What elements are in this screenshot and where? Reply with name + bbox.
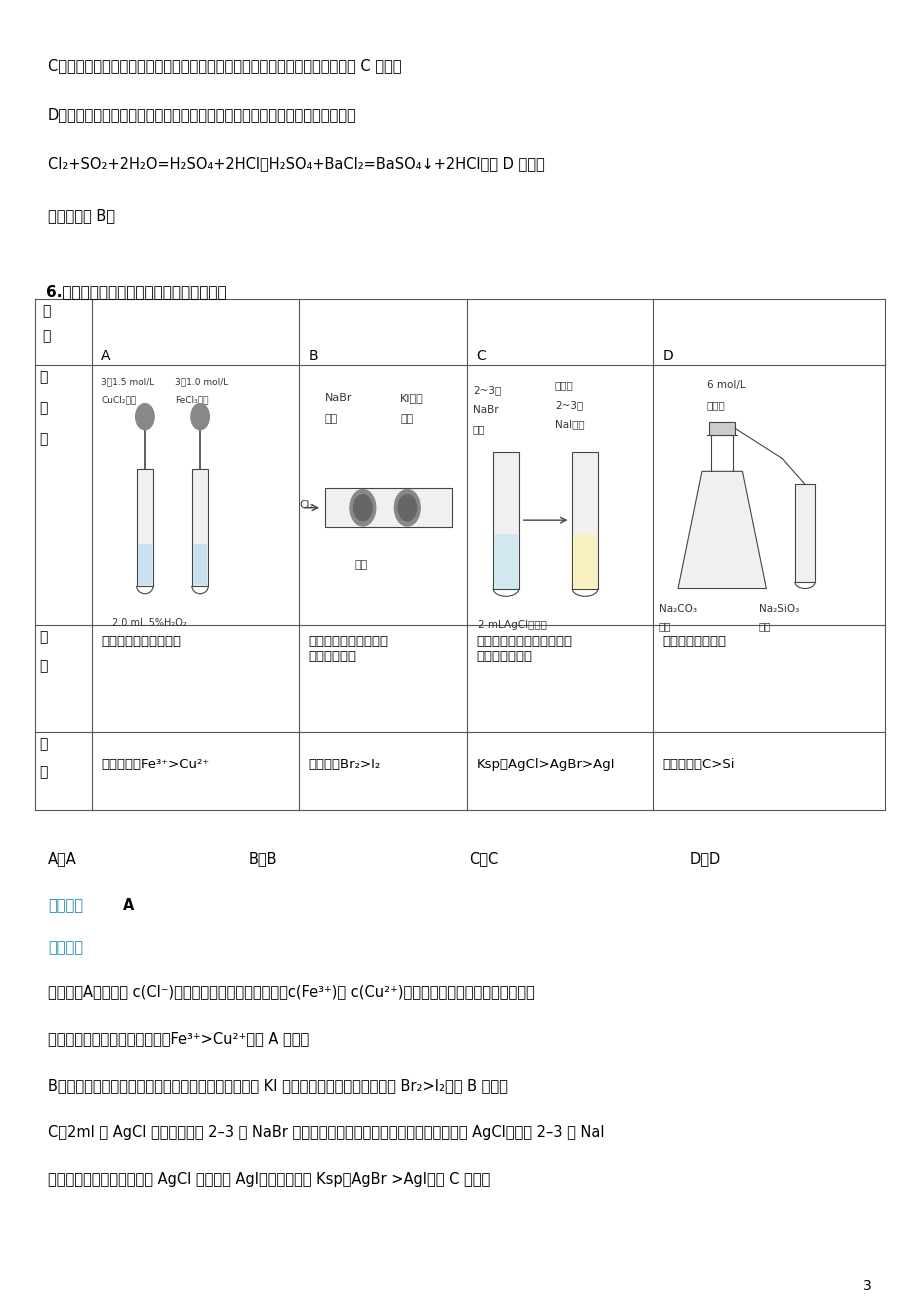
Text: 溶液: 溶液: [324, 414, 337, 424]
Text: 产生的气泡快，说明催化活性：Fe³⁺>Cu²⁺，故 A 正确；: 产生的气泡快，说明催化活性：Fe³⁺>Cu²⁺，故 A 正确；: [48, 1031, 309, 1047]
Text: 2 mLAgCl悬浊液: 2 mLAgCl悬浊液: [478, 620, 547, 630]
Text: B．生成的溴蒸汽中混有氯气，氯气和溴蒸汽均能氧化 KI 生成碘，所以不能说明氧化性 Br₂>I₂，故 B 错误；: B．生成的溴蒸汽中混有氯气，氯气和溴蒸汽均能氧化 KI 生成碘，所以不能说明氧化…: [48, 1078, 507, 1094]
Text: 左边棉球变棕黄色，右
边棉球变蓝色: 左边棉球变棕黄色，右 边棉球变蓝色: [308, 635, 388, 664]
Text: 装: 装: [40, 370, 48, 384]
Text: 3滴1.5 mol/L: 3滴1.5 mol/L: [101, 378, 154, 387]
Bar: [138, 544, 153, 585]
Bar: [137, 469, 153, 586]
Text: 非金属性：C>Si: 非金属性：C>Si: [662, 758, 734, 771]
Text: 催化活性：Fe³⁺>Cu²⁺: 催化活性：Fe³⁺>Cu²⁺: [101, 758, 210, 771]
Text: 2.0 mL 5%H₂O₂: 2.0 mL 5%H₂O₂: [112, 618, 187, 629]
Text: 【解析】: 【解析】: [48, 940, 83, 956]
Text: 再滴入: 再滴入: [554, 380, 573, 391]
Text: 试管中先出现淡黄色固体，
后出现黄色固体: 试管中先出现淡黄色固体， 后出现黄色固体: [476, 635, 572, 664]
Text: FeCl₃溶液: FeCl₃溶液: [175, 396, 208, 405]
Bar: [709, 422, 734, 435]
Text: Na₂CO₃: Na₂CO₃: [658, 604, 696, 615]
Text: 项: 项: [42, 329, 51, 344]
Text: A: A: [123, 898, 134, 914]
Text: D．在溶液中，氯气会将二氧化硫氧化成硫酸，与氯化钡反应生成硫酸钡沉淀，: D．在溶液中，氯气会将二氧化硫氧化成硫酸，与氯化钡反应生成硫酸钡沉淀，: [48, 107, 357, 122]
Text: 试管中液体变浑浊: 试管中液体变浑浊: [662, 635, 726, 648]
Bar: [193, 544, 208, 585]
Bar: [324, 488, 451, 527]
Text: 氧化性：Br₂>I₂: 氧化性：Br₂>I₂: [308, 758, 380, 771]
Circle shape: [136, 404, 154, 430]
Polygon shape: [677, 471, 766, 589]
Text: 论: 论: [40, 766, 48, 780]
Text: KI淀粉: KI淀粉: [400, 393, 424, 404]
Text: 3滴1.0 mol/L: 3滴1.0 mol/L: [175, 378, 228, 387]
Text: NaBr: NaBr: [324, 393, 352, 404]
Text: 2~3滴: 2~3滴: [472, 385, 501, 396]
Text: Na₂SiO₃: Na₂SiO₃: [758, 604, 799, 615]
Bar: [493, 452, 518, 589]
Circle shape: [191, 404, 210, 430]
Text: Ksp：AgCl>AgBr>AgI: Ksp：AgCl>AgBr>AgI: [476, 758, 615, 771]
Circle shape: [398, 495, 416, 521]
Text: 右边试管产生气泡较快: 右边试管产生气泡较快: [101, 635, 181, 648]
Text: 【详解】A．两溶液 c(Cl⁻)相同，可排除氯离子的影响，c(Fe³⁺)比 c(Cu²⁺)小，也排除了浓度的影响，而右边: 【详解】A．两溶液 c(Cl⁻)相同，可排除氯离子的影响，c(Fe³⁺)比 c(…: [48, 984, 534, 1000]
Text: D: D: [662, 349, 673, 363]
Text: 本题答案选 B。: 本题答案选 B。: [48, 208, 115, 224]
Text: C．2ml 的 AgCl 悬浊液，滴加 2–3 滴 NaBr 后，有淡黄色沉淀，此时溶液中还含有大量的 AgCl，再滴 2–3 滴 NaI: C．2ml 的 AgCl 悬浊液，滴加 2–3 滴 NaBr 后，有淡黄色沉淀，…: [48, 1125, 604, 1141]
Text: B: B: [308, 349, 317, 363]
Text: Cl₂: Cl₂: [299, 500, 313, 510]
Text: 结: 结: [40, 737, 48, 751]
Text: A: A: [101, 349, 110, 363]
Bar: [494, 534, 517, 589]
Text: A．A: A．A: [48, 852, 76, 867]
Text: 置: 置: [40, 401, 48, 415]
Bar: [192, 469, 209, 586]
Bar: [794, 484, 814, 582]
Text: Cl₂+SO₂+2H₂O=H₂SO₄+2HCl，H₂SO₄+BaCl₂=BaSO₄↓+2HCl，故 D 不选；: Cl₂+SO₂+2H₂O=H₂SO₄+2HCl，H₂SO₄+BaCl₂=BaSO…: [48, 156, 544, 172]
Text: D．D: D．D: [689, 852, 720, 867]
Text: 象: 象: [40, 659, 48, 673]
Text: 【答案】: 【答案】: [48, 898, 83, 914]
Text: 图: 图: [40, 432, 48, 447]
Text: 现: 现: [40, 630, 48, 644]
Text: 2~3滴: 2~3滴: [554, 400, 583, 410]
Text: B．B: B．B: [248, 852, 277, 867]
Bar: [573, 534, 596, 589]
Text: 6 mol/L: 6 mol/L: [706, 380, 744, 391]
Text: 稀盐酸: 稀盐酸: [706, 400, 724, 410]
Text: 选: 选: [42, 305, 51, 319]
Text: NaI溶液: NaI溶液: [554, 419, 584, 430]
Text: NaBr: NaBr: [472, 405, 498, 415]
Bar: [572, 452, 597, 589]
Text: 6.由下列实验现象一定能得出相应结论的是: 6.由下列实验现象一定能得出相应结论的是: [46, 284, 226, 299]
Text: 溶液: 溶液: [472, 424, 485, 435]
Circle shape: [349, 490, 375, 526]
Circle shape: [353, 495, 371, 521]
Text: C．氨气与二氧化碳反应生成碳酸铵，碳酸铵与氯化钡反应生成碳酸钡沉淀，故 C 不选；: C．氨气与二氧化碳反应生成碳酸铵，碳酸铵与氯化钡反应生成碳酸钡沉淀，故 C 不选…: [48, 59, 401, 74]
Text: 棉球: 棉球: [354, 560, 367, 570]
Text: 溶液，有黄色沉淀，可能是 AgCl 转化成了 AgI，则不能证明 Ksp：AgBr >AgI，故 C 错误；: 溶液，有黄色沉淀，可能是 AgCl 转化成了 AgI，则不能证明 Ksp：AgB…: [48, 1172, 490, 1187]
Text: 溶液: 溶液: [758, 621, 771, 631]
Text: CuCl₂溶液: CuCl₂溶液: [101, 396, 136, 405]
Text: 粉末: 粉末: [658, 621, 671, 631]
Text: C．C: C．C: [469, 852, 498, 867]
Circle shape: [394, 490, 420, 526]
Text: 溶液: 溶液: [400, 414, 413, 424]
Text: C: C: [476, 349, 486, 363]
Text: 3: 3: [862, 1279, 871, 1293]
